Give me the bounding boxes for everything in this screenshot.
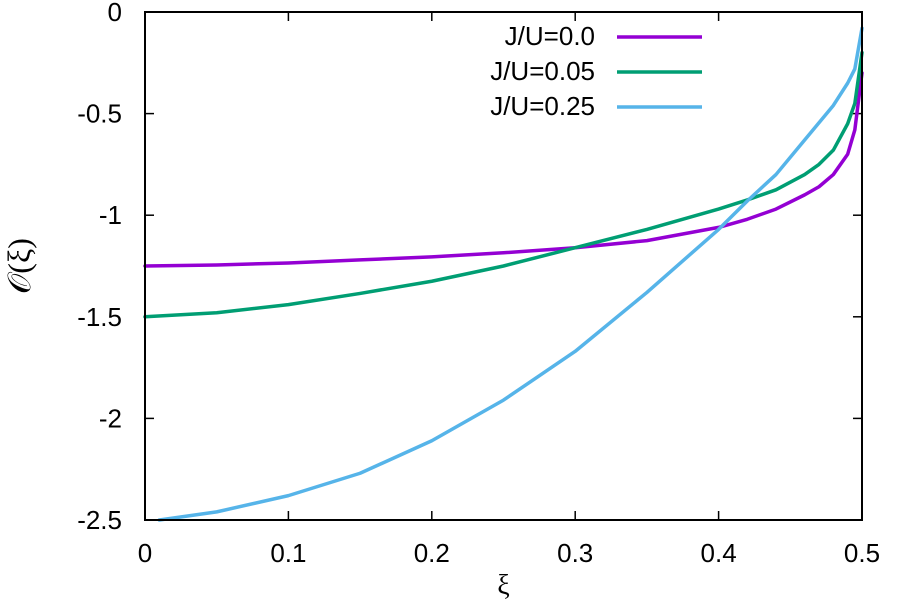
legend-label: J/U=0.05 (490, 56, 595, 86)
x-tick-label: 0.3 (557, 538, 593, 568)
y-axis-label: 𝒪(ξ) (1, 238, 37, 294)
y-tick-label: -1.5 (77, 302, 122, 332)
y-tick-labels: 0 -0.5 -1 -1.5 -2 -2.5 (77, 0, 122, 535)
y-tick-label: -2 (99, 403, 122, 433)
y-tick-label: -2.5 (77, 505, 122, 535)
x-tick-label: 0.5 (844, 538, 880, 568)
y-tick-label: 0 (108, 0, 122, 27)
x-tick-labels: 0 0.1 0.2 0.3 0.4 0.5 (138, 538, 880, 568)
y-tick-label: -1 (99, 200, 122, 230)
x-tick-label: 0.2 (414, 538, 450, 568)
legend-label: J/U=0.0 (505, 21, 595, 51)
x-tick-label: 0.1 (270, 538, 306, 568)
x-axis-label: ξ (497, 570, 509, 600)
y-tick-label: -0.5 (77, 99, 122, 129)
legend: J/U=0.0 J/U=0.05 J/U=0.25 (490, 21, 702, 121)
legend-label: J/U=0.25 (490, 91, 595, 121)
x-tick-label: 0 (138, 538, 152, 568)
x-tick-label: 0.4 (701, 538, 737, 568)
series-line (143, 50, 864, 319)
series-group (143, 26, 864, 522)
series-line (157, 26, 864, 522)
plot-frame (144, 11, 863, 521)
